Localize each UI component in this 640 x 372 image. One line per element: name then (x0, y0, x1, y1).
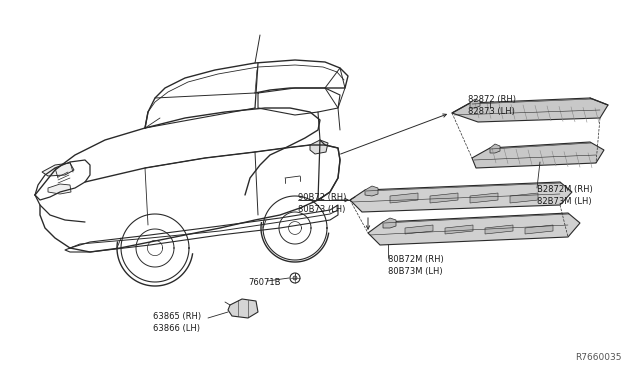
Polygon shape (368, 213, 580, 245)
Polygon shape (470, 99, 480, 108)
Text: 76071B: 76071B (248, 278, 280, 287)
Polygon shape (490, 144, 500, 153)
Polygon shape (405, 225, 433, 234)
Polygon shape (430, 193, 458, 203)
Polygon shape (470, 193, 498, 203)
Text: 80B72M (RH)
80B73M (LH): 80B72M (RH) 80B73M (LH) (388, 255, 444, 276)
Polygon shape (525, 225, 553, 234)
Polygon shape (510, 193, 538, 203)
Polygon shape (42, 163, 74, 176)
Polygon shape (452, 98, 608, 122)
Text: B2872M (RH)
82B73M (LH): B2872M (RH) 82B73M (LH) (537, 185, 593, 206)
Polygon shape (445, 225, 473, 234)
Polygon shape (390, 193, 418, 203)
Circle shape (293, 276, 297, 280)
Polygon shape (383, 218, 396, 228)
Polygon shape (485, 225, 513, 234)
Text: 90B72 (RH)
80B73 (LH): 90B72 (RH) 80B73 (LH) (298, 193, 346, 214)
Polygon shape (472, 142, 604, 168)
Polygon shape (310, 140, 328, 154)
Polygon shape (365, 186, 378, 196)
Text: 63865 (RH)
63866 (LH): 63865 (RH) 63866 (LH) (153, 312, 201, 333)
Polygon shape (228, 299, 258, 318)
Polygon shape (350, 182, 572, 212)
Circle shape (290, 273, 300, 283)
Polygon shape (48, 184, 71, 194)
Text: R7660035: R7660035 (575, 353, 622, 362)
Text: 82872 (RH)
82873 (LH): 82872 (RH) 82873 (LH) (468, 95, 516, 116)
